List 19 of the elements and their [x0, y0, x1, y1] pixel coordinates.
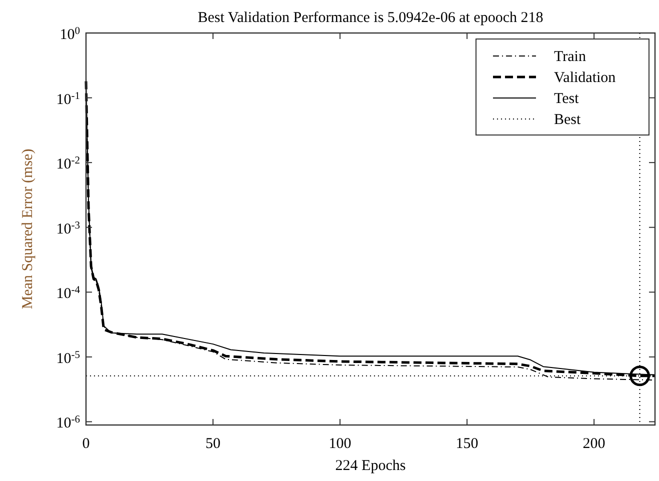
y-tick-label: 10$^{0}$: [60, 26, 80, 43]
legend-label: Test: [554, 91, 580, 107]
y-tick-label: 10$^{-4}$: [56, 284, 81, 302]
x-tick-label: 150: [456, 436, 478, 452]
y-tick-label: 10$^{-5}$: [56, 349, 80, 367]
x-axis-title: 224 Epochs: [335, 458, 406, 474]
legend-label: Train: [554, 49, 586, 65]
legend-label: Best: [554, 112, 582, 128]
x-tick-label: 200: [582, 436, 606, 452]
y-tick-label: 10$^{-1}$: [56, 90, 80, 108]
legend-label: Validation: [554, 70, 616, 86]
y-tick-label: 10$^{-3}$: [56, 220, 80, 238]
x-tick-label: 50: [206, 436, 221, 452]
y-tick-label: 10$^{-6}$: [56, 414, 80, 432]
y-axis-title: Mean Squared Error (mse): [20, 148, 36, 310]
chart-title: Best Validation Performance is 5.0942e-06 at epooch 218: [198, 10, 544, 26]
y-tick-label: 10$^{-2}$: [56, 155, 80, 173]
x-tick-label: 100: [328, 436, 352, 452]
x-tick-label: 0: [82, 436, 90, 452]
